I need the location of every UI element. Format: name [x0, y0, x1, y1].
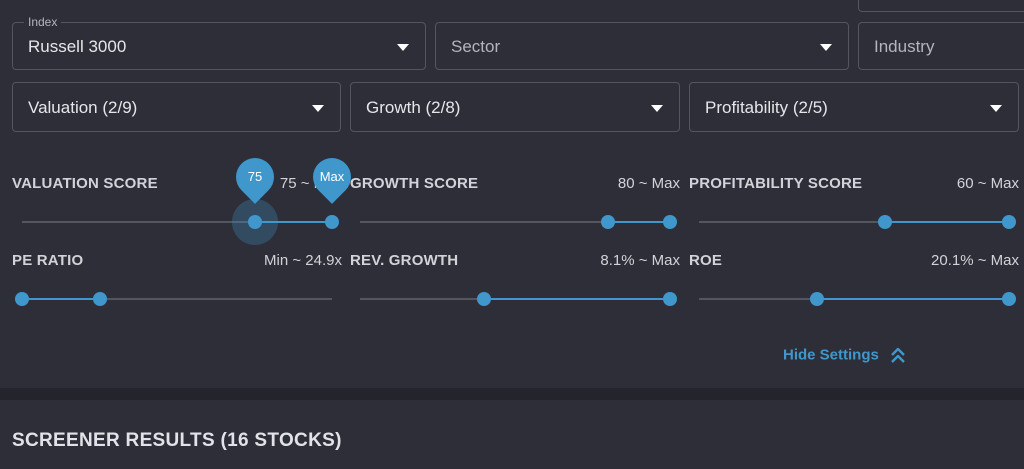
roe-range: 20.1% ~ Max [931, 252, 1019, 269]
hide-settings-label: Hide Settings [783, 346, 879, 364]
rev-growth-slider: REV. GROWTH 8.1% ~ Max [350, 252, 680, 312]
valuation-score-high-thumb[interactable] [325, 215, 339, 229]
profitability-score-high-thumb[interactable] [1002, 215, 1016, 229]
industry-select[interactable]: Industry [858, 22, 1024, 70]
pe-ratio-high-thumb[interactable] [92, 292, 107, 306]
results-title: SCREENER RESULTS (16 STOCKS) [12, 430, 342, 451]
double-chevron-up-icon [891, 347, 905, 363]
sector-select-placeholder: Sector [451, 37, 501, 56]
growth-select-value: Growth (2/8) [366, 98, 461, 117]
valuation-score-low-bubble: 75 [227, 150, 282, 204]
rev-growth-fill [484, 298, 670, 300]
profitability-score-slider: PROFITABILITY SCORE 60 ~ Max [689, 175, 1019, 235]
pe-ratio-range: Min ~ 24.9x [264, 252, 342, 269]
valuation-select-value: Valuation (2/9) [28, 98, 138, 117]
valuation-score-high-bubble-text: Max [319, 169, 345, 184]
index-select-value: Russell 3000 [28, 37, 127, 56]
roe-low-thumb[interactable] [809, 292, 824, 306]
roe-fill [816, 298, 1009, 300]
rev-growth-range: 8.1% ~ Max [600, 252, 680, 269]
profitability-score-title: PROFITABILITY SCORE [689, 175, 863, 192]
screener-results-section: SCREENER RESULTS (16 STOCKS) [0, 400, 1024, 469]
roe-track[interactable] [699, 292, 1016, 306]
chevron-down-icon [651, 105, 663, 112]
growth-score-low-thumb[interactable] [601, 215, 615, 229]
chevron-down-icon [397, 44, 409, 51]
valuation-score-low-thumb[interactable] [231, 199, 278, 245]
section-divider [0, 388, 1024, 400]
growth-score-track[interactable] [360, 215, 677, 229]
industry-select-placeholder: Industry [874, 37, 935, 56]
rev-growth-low-thumb[interactable] [477, 292, 491, 306]
screener-settings-panel: Index Russell 3000 Sector Industry Valua… [12, 0, 1024, 368]
pe-ratio-track[interactable] [15, 292, 332, 306]
growth-score-title: GROWTH SCORE [350, 175, 479, 192]
valuation-score-low-bubble-text: 75 [247, 169, 262, 184]
chevron-down-icon [990, 105, 1002, 112]
growth-select[interactable]: Growth (2/8) [350, 82, 680, 132]
sector-select[interactable]: Sector [435, 22, 849, 70]
profitability-score-range: 60 ~ Max [956, 175, 1019, 192]
valuation-score-slider: VALUATION SCORE 75 ~ Max 75 Max [12, 150, 359, 245]
roe-title: ROE [689, 252, 723, 269]
profitability-select-value: Profitability (2/5) [705, 98, 828, 117]
profitability-score-track[interactable] [699, 215, 1016, 229]
valuation-score-title: VALUATION SCORE [12, 175, 158, 192]
index-select[interactable]: Index Russell 3000 [12, 15, 426, 70]
pe-ratio-low-thumb[interactable] [15, 292, 29, 306]
roe-high-thumb[interactable] [1002, 292, 1016, 306]
valuation-score-fill [254, 221, 332, 223]
rev-growth-track[interactable] [360, 292, 677, 306]
hide-settings-button[interactable]: Hide Settings [783, 346, 907, 368]
profitability-score-fill [885, 221, 1009, 223]
profitability-select[interactable]: Profitability (2/5) [689, 82, 1019, 132]
rev-growth-high-thumb[interactable] [663, 292, 677, 306]
pe-ratio-slider: PE RATIO Min ~ 24.9x [12, 252, 342, 312]
pe-ratio-fill [22, 298, 100, 300]
index-select-label: Index [24, 15, 62, 29]
growth-score-fill [608, 221, 670, 223]
growth-score-slider: GROWTH SCORE 80 ~ Max [350, 175, 680, 235]
valuation-select[interactable]: Valuation (2/9) [12, 82, 341, 132]
pe-ratio-title: PE RATIO [12, 252, 84, 269]
profitability-score-low-thumb[interactable] [878, 215, 892, 229]
top-partial-field [858, 0, 1024, 12]
roe-slider: ROE 20.1% ~ Max [689, 252, 1019, 312]
chevron-down-icon [312, 105, 324, 112]
growth-score-high-thumb[interactable] [663, 215, 677, 229]
rev-growth-title: REV. GROWTH [350, 252, 459, 269]
valuation-score-track[interactable]: 75 Max [22, 150, 359, 245]
growth-score-range: 80 ~ Max [617, 175, 680, 192]
chevron-down-icon [820, 44, 832, 51]
